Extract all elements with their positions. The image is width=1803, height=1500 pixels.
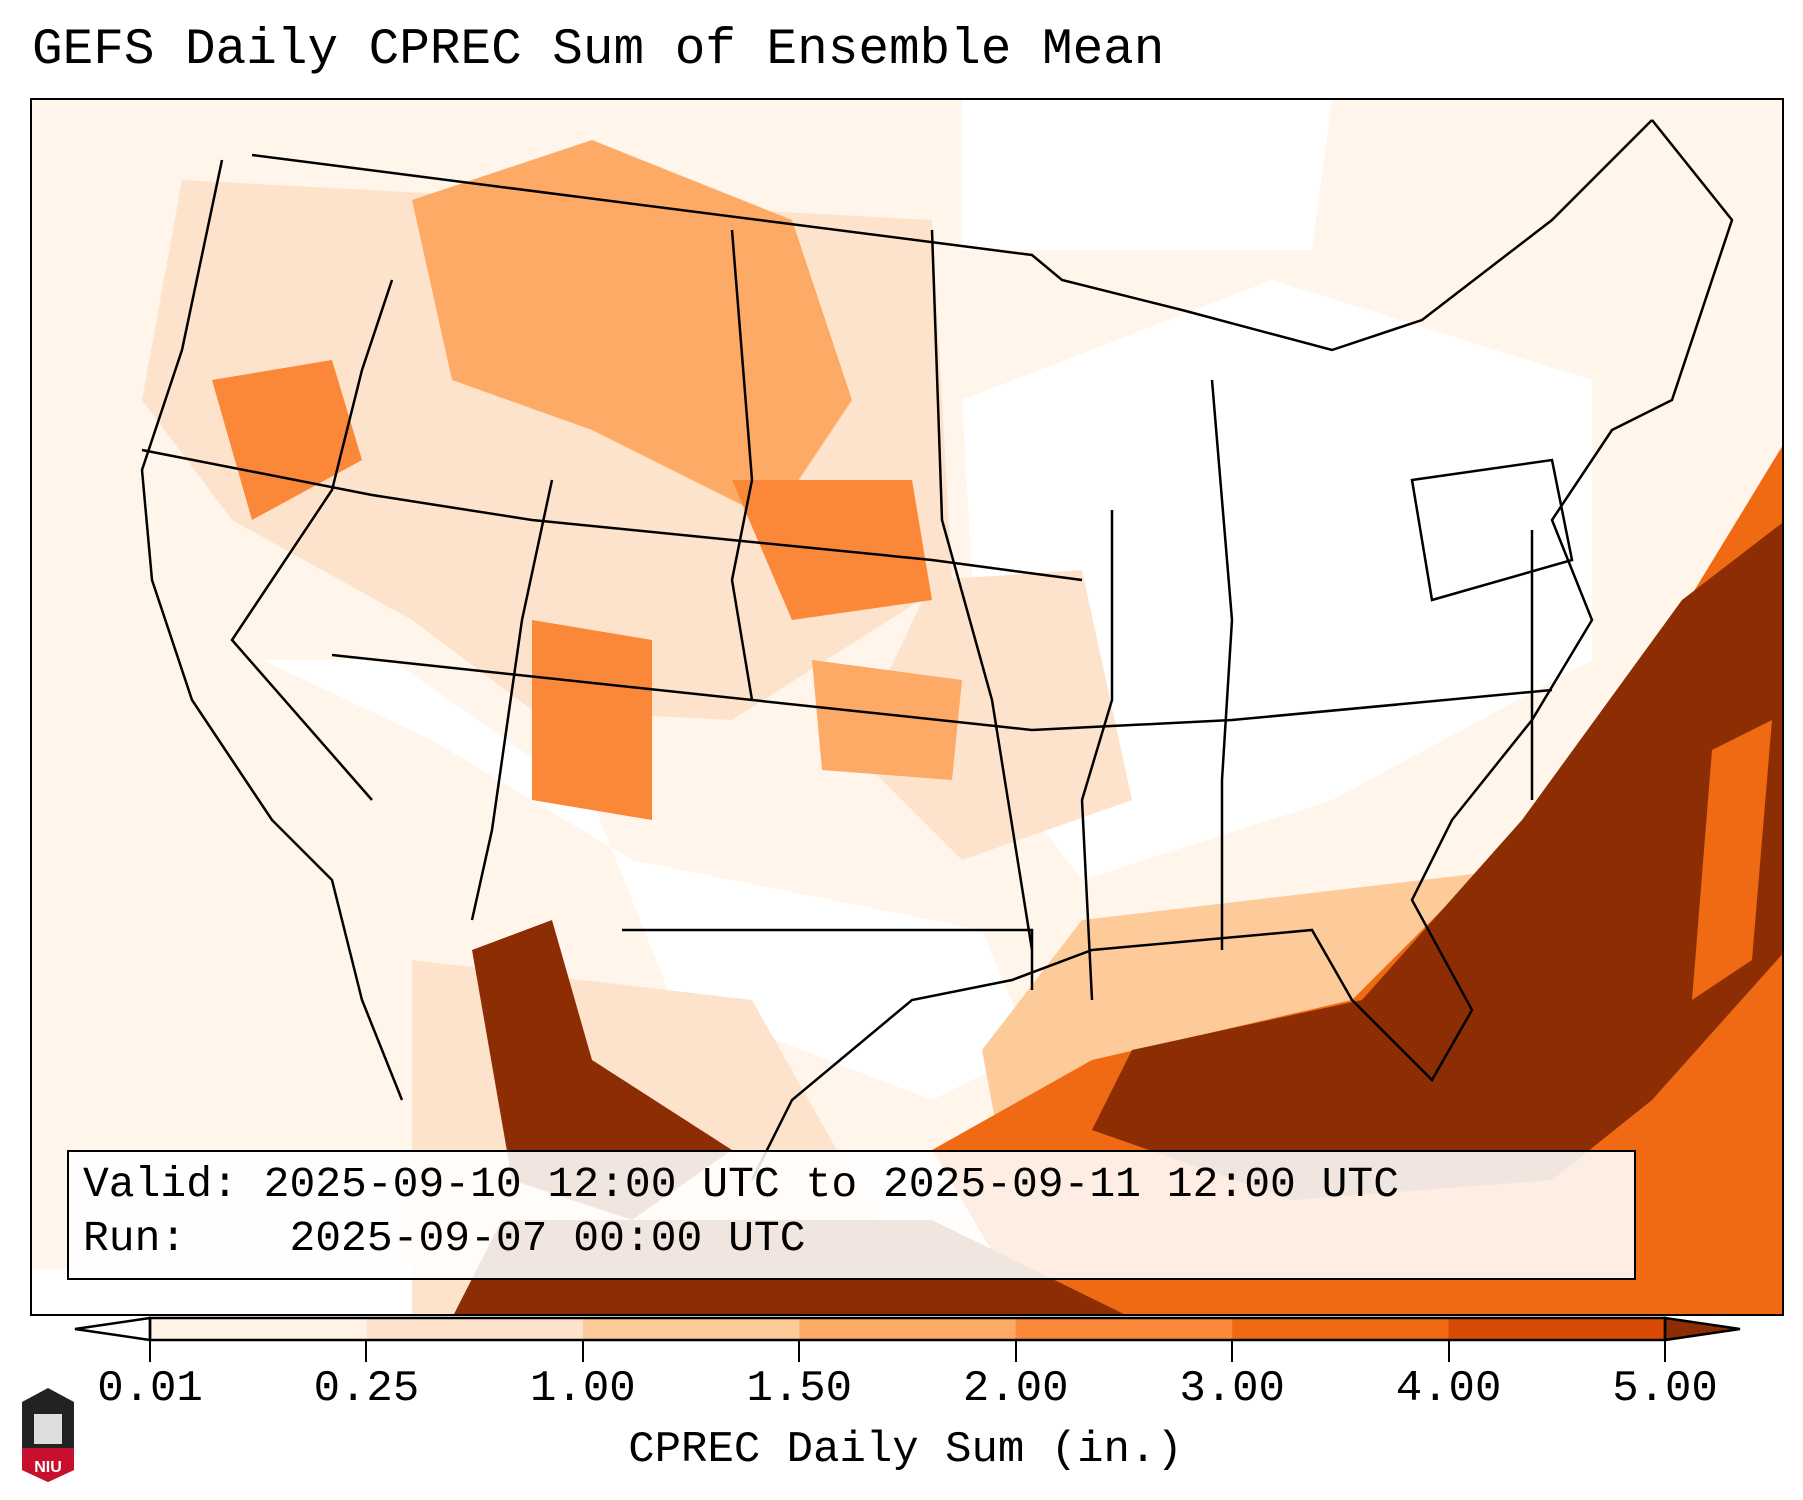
coastlines-borders (140, 119, 1734, 1181)
colorbar-segment (150, 1318, 367, 1340)
colorbar-tick (149, 1340, 151, 1362)
colorbar-outline (148, 1316, 1667, 1342)
colorbar-segment (1232, 1318, 1450, 1340)
precip-max-atlantic (1092, 523, 1782, 1200)
colorbar-tick (798, 1340, 801, 1362)
colorbar-tick-label: 1.50 (746, 1364, 853, 1414)
run-value: 2025-09-07 00:00 UTC (289, 1214, 806, 1263)
colorbar-tick (1231, 1340, 1234, 1362)
precip-max-mexico (472, 920, 732, 1220)
colorbar-segment (799, 1318, 1017, 1340)
colorbar-tick (581, 1340, 584, 1362)
map-title: GEFS Daily CPREC Sum of Ensemble Mean (32, 22, 1165, 79)
colorbar-tick (1447, 1340, 1450, 1362)
precip-map (32, 100, 1782, 1314)
colorbar-tick-label: 4.00 (1395, 1364, 1502, 1414)
run-label: Run: (83, 1214, 187, 1263)
dry-region-east (962, 280, 1592, 880)
colorbar-tick (1014, 1340, 1017, 1362)
colorbar-over-extension (1663, 1316, 1741, 1342)
valid-run-info-box: Valid: 2025-09-10 12:00 UTC to 2025-09-1… (67, 1150, 1636, 1280)
map-panel (30, 98, 1784, 1316)
colorbar-segment (582, 1318, 800, 1340)
colorbar-under-extension (74, 1316, 152, 1342)
colorbar-tick-label: 5.00 (1612, 1364, 1718, 1414)
colorbar-tick-label: 0.01 (97, 1364, 203, 1414)
colorbar-segment (1015, 1318, 1233, 1340)
colorbar-label-text: CPREC Daily Sum (in.) (628, 1425, 1183, 1475)
colorbar-segment (1448, 1318, 1666, 1340)
colorbar-tick-label: 2.00 (962, 1364, 1069, 1414)
colorbar (74, 1316, 1741, 1342)
svg-text:NIU: NIU (34, 1459, 62, 1476)
colorbar-segment (366, 1318, 584, 1340)
colorbar-tick (365, 1340, 368, 1362)
precip-area-northern-rockies (412, 140, 852, 520)
niu-logo: NIU (22, 1388, 74, 1482)
colorbar-tick-label: 1.00 (530, 1364, 636, 1414)
valid-value: 2025-09-10 12:00 UTC to 2025-09-11 12:00… (263, 1160, 1400, 1209)
dry-region-southwest (162, 660, 1032, 1100)
colorbar-tick (1664, 1340, 1666, 1362)
colorbar-tick-label: 3.00 (1179, 1364, 1285, 1414)
colorbar-label: CPREC Daily Sum (in.) (0, 1425, 1803, 1475)
valid-label: Valid: (83, 1160, 238, 1209)
colorbar-tick-label: 0.25 (313, 1364, 420, 1414)
